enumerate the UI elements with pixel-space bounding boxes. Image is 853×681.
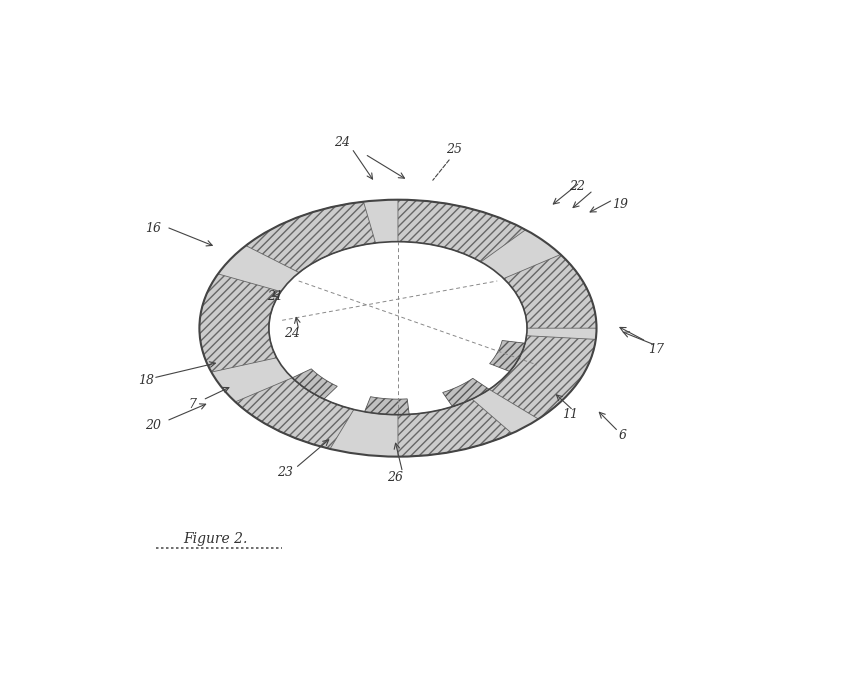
Polygon shape xyxy=(397,200,525,262)
Text: 16: 16 xyxy=(145,222,161,235)
Ellipse shape xyxy=(269,242,526,415)
Text: 22: 22 xyxy=(568,180,584,193)
Text: 24: 24 xyxy=(284,327,299,340)
Ellipse shape xyxy=(200,200,595,457)
Polygon shape xyxy=(503,255,595,328)
Polygon shape xyxy=(364,397,409,415)
Text: 19: 19 xyxy=(611,198,627,211)
Polygon shape xyxy=(397,399,511,457)
Text: 25: 25 xyxy=(446,144,461,157)
Text: 18: 18 xyxy=(138,374,154,387)
Polygon shape xyxy=(489,340,525,371)
Text: 23: 23 xyxy=(277,466,293,479)
Text: 21: 21 xyxy=(267,290,283,303)
Text: 7: 7 xyxy=(189,398,196,411)
Polygon shape xyxy=(292,369,337,399)
Text: 17: 17 xyxy=(647,343,664,355)
Text: 26: 26 xyxy=(386,471,402,484)
Polygon shape xyxy=(442,379,489,407)
Text: 6: 6 xyxy=(618,429,626,442)
Text: Figure 2.: Figure 2. xyxy=(183,532,247,545)
Text: 11: 11 xyxy=(561,408,577,421)
Polygon shape xyxy=(489,336,595,419)
Text: 20: 20 xyxy=(145,419,161,432)
Polygon shape xyxy=(235,378,353,449)
Text: 24: 24 xyxy=(334,136,349,148)
Polygon shape xyxy=(246,202,375,272)
Polygon shape xyxy=(200,274,281,372)
